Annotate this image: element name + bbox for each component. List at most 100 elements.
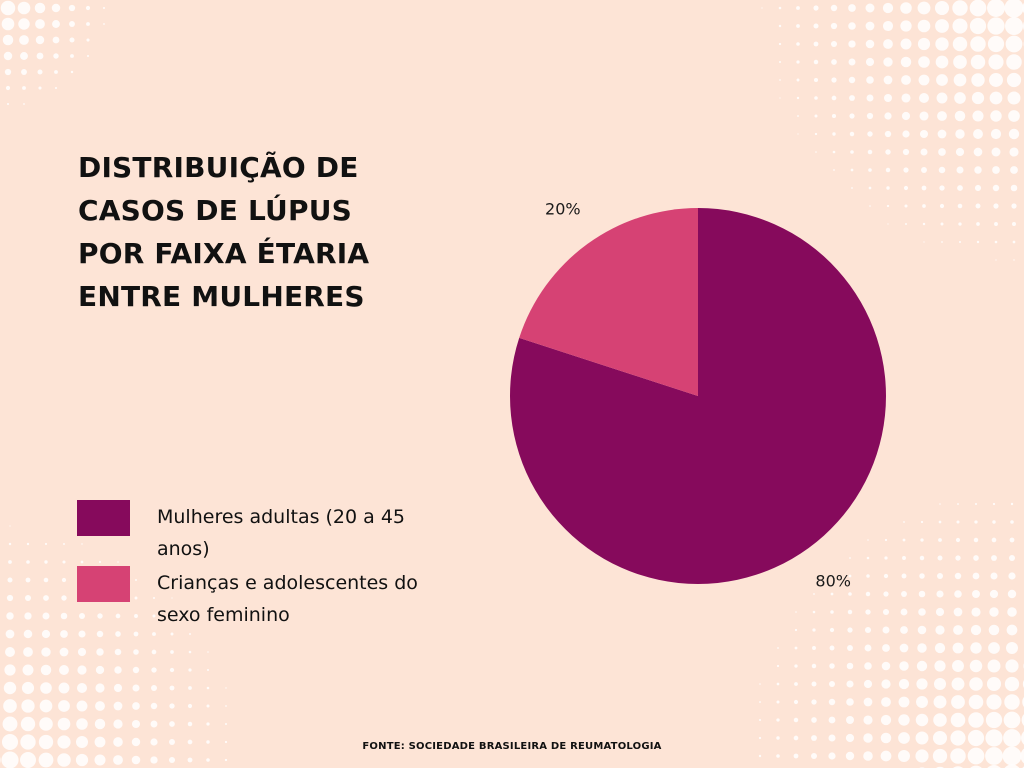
halftone-dot — [36, 52, 44, 60]
halftone-dot — [796, 78, 800, 82]
halftone-dot — [42, 612, 50, 620]
halftone-dot — [898, 678, 910, 690]
halftone-dot — [206, 758, 210, 762]
halftone-dot — [114, 648, 122, 656]
halftone-dot — [224, 722, 228, 726]
halftone-dot — [828, 752, 836, 760]
halftone-dot — [974, 502, 978, 506]
halftone-dot — [974, 166, 982, 174]
halftone-dot — [898, 714, 910, 726]
halftone-dot — [968, 712, 984, 728]
halftone-dot — [188, 668, 192, 672]
halftone-dot — [901, 93, 911, 103]
halftone-dot — [955, 129, 965, 139]
halftone-dot — [971, 607, 981, 617]
halftone-dot — [975, 203, 981, 209]
halftone-dot — [0, 756, 1, 764]
halftone-dot — [880, 732, 892, 744]
halftone-dot — [815, 151, 817, 153]
halftone-dot — [152, 614, 156, 618]
halftone-dot — [60, 612, 68, 620]
halftone-dot — [54, 70, 58, 74]
halftone-dot — [916, 678, 928, 690]
halftone-dot — [206, 722, 210, 726]
halftone-dot — [883, 591, 889, 597]
halftone-dot — [954, 572, 962, 580]
halftone-dot — [151, 649, 157, 655]
halftone-dot — [103, 23, 105, 25]
halftone-dot — [43, 595, 49, 601]
halftone-dot — [973, 147, 983, 157]
halftone-dot — [934, 660, 946, 672]
halftone-dot — [831, 77, 837, 83]
halftone-dot — [794, 664, 798, 668]
halftone-dot — [863, 751, 873, 761]
halftone-dot — [985, 729, 1003, 747]
halftone-dot — [1004, 676, 1020, 692]
halftone-dot — [3, 51, 13, 61]
halftone-dot — [23, 103, 25, 105]
halftone-dot — [57, 753, 71, 767]
halftone-dot — [170, 614, 174, 618]
halftone-dot — [17, 1, 31, 15]
halftone-dot — [41, 647, 51, 657]
halftone-dot — [793, 699, 799, 705]
halftone-dot — [987, 35, 1005, 53]
halftone-dot — [778, 42, 782, 46]
halftone-dot — [776, 682, 780, 686]
halftone-dot — [224, 740, 228, 744]
halftone-dot — [846, 716, 854, 724]
halftone-dot — [864, 644, 872, 652]
halftone-dot — [933, 713, 947, 727]
halftone-dot — [23, 629, 33, 639]
halftone-dot — [777, 647, 779, 649]
halftone-dot — [884, 112, 892, 120]
halftone-dot — [866, 112, 874, 120]
halftone-dot — [797, 115, 799, 117]
halftone-dot — [81, 543, 83, 545]
halftone-dot — [1006, 72, 1022, 88]
halftone-dot — [869, 205, 871, 207]
halftone-dot — [883, 75, 893, 85]
halftone-dot — [974, 520, 978, 524]
halftone-dot — [1004, 694, 1020, 710]
halftone-dot — [868, 168, 872, 172]
halftone-dot — [933, 677, 947, 691]
halftone-dot — [113, 701, 123, 711]
halftone-dot — [951, 695, 965, 709]
halftone-dot — [972, 572, 980, 580]
halftone-dot — [972, 110, 984, 122]
halftone-dot — [901, 573, 907, 579]
halftone-dot — [935, 625, 945, 635]
halftone-dot — [950, 748, 966, 764]
halftone-dot — [812, 646, 816, 650]
halftone-dot — [848, 574, 852, 578]
halftone-dot — [189, 633, 191, 635]
halftone-dot — [917, 1, 931, 15]
halftone-dot — [989, 91, 1003, 105]
halftone-dot — [171, 597, 173, 599]
halftone-dot — [994, 240, 998, 244]
halftone-dot — [132, 666, 140, 674]
halftone-dot — [901, 111, 911, 121]
halftone-dot — [992, 502, 996, 506]
halftone-dot — [1007, 607, 1017, 617]
halftone-dot — [829, 627, 835, 633]
halftone-dot — [1011, 203, 1017, 209]
halftone-dot — [812, 628, 816, 632]
halftone-dot — [934, 0, 950, 16]
halftone-dot — [863, 715, 873, 725]
halftone-dot — [952, 0, 968, 16]
halftone-dot — [847, 609, 853, 615]
halftone-dot — [882, 626, 890, 634]
halftone-dot — [131, 719, 141, 729]
halftone-dot — [21, 699, 35, 713]
halftone-dot — [758, 718, 762, 722]
halftone-dot — [225, 687, 227, 689]
halftone-dot — [69, 21, 75, 27]
halftone-dot — [864, 626, 872, 634]
halftone-dot — [991, 537, 997, 543]
halftone-dot — [867, 539, 869, 541]
halftone-dot — [1, 751, 19, 768]
halftone-dot — [973, 555, 979, 561]
